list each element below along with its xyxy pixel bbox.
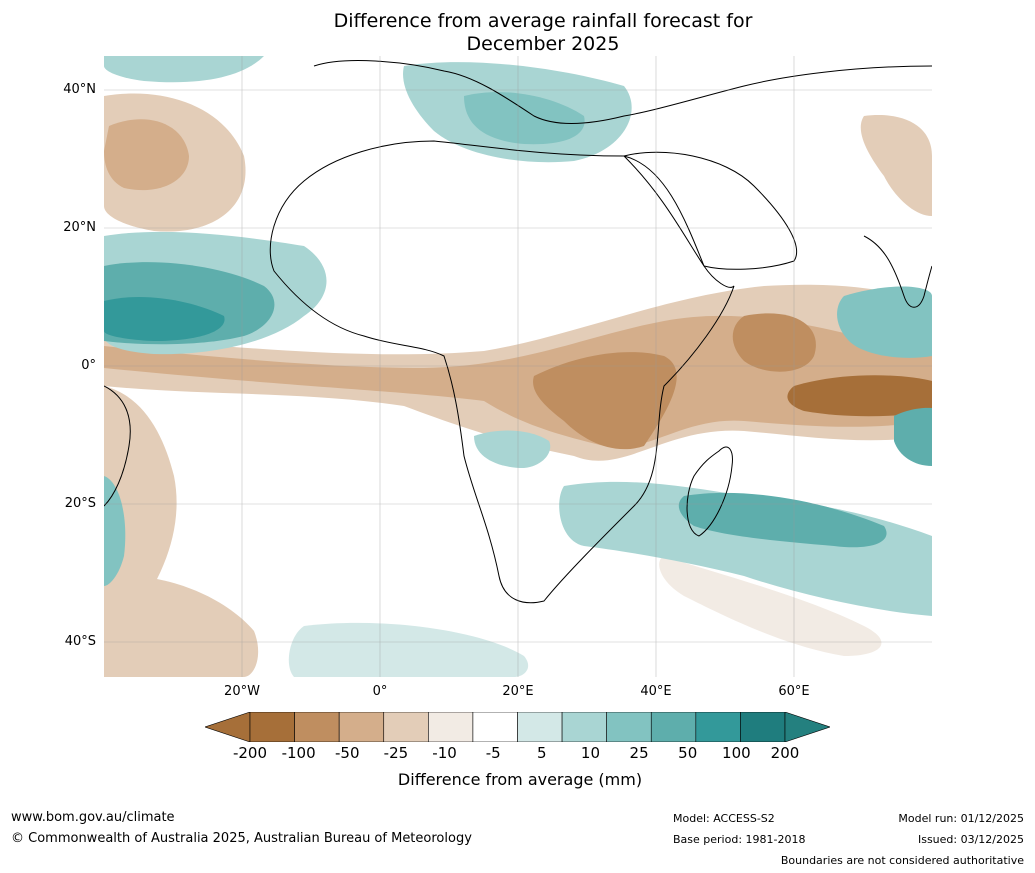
dry-southern-indian [659, 556, 882, 656]
colorbar-tick-label: 100 [722, 744, 751, 762]
dry-far-east-north [860, 115, 932, 216]
footer-model-run: Model run: 01/12/2025 [898, 812, 1024, 825]
map-svg [104, 56, 932, 677]
madagascar-coastline [686, 446, 733, 537]
lat-label-20s: 20°S [64, 496, 96, 511]
colorbar-bin [294, 711, 340, 743]
lon-label-0: 0° [372, 684, 388, 699]
graticule [104, 56, 932, 677]
colorbar-bin [561, 711, 607, 743]
footer-disclaimer: Boundaries are not considered authoritat… [780, 854, 1024, 867]
colorbar-bin [740, 711, 786, 743]
map-title: Difference from average rainfall forecas… [240, 10, 846, 56]
lon-label-60e: 60°E [778, 684, 810, 699]
footer-base-period: Base period: 1981-2018 [673, 833, 806, 846]
wet-congo-basin [474, 430, 551, 468]
wet-southwest-atlantic [104, 476, 126, 586]
lat-label-0: 0° [81, 358, 96, 373]
colorbar-tick-label: -100 [281, 744, 316, 762]
colorbar-bin [695, 711, 741, 743]
colorbar-svg [204, 711, 831, 743]
south-america-coastline [104, 385, 131, 507]
colorbar-bins [249, 711, 786, 743]
wet-tropical-atlantic-core [104, 296, 225, 341]
colorbar-bin [472, 711, 518, 743]
land-outlines [104, 60, 932, 604]
colorbar-tick-label: 50 [678, 744, 698, 762]
colorbar-over-arrow [784, 711, 831, 743]
colorbar-bin [428, 711, 474, 743]
colorbar-tick-label: -50 [335, 744, 360, 762]
footer-copyright: © Commonwealth of Australia 2025, Austra… [11, 831, 472, 846]
dry-indian-ocean-peak [787, 375, 932, 417]
dry-south-atlantic-deep [104, 575, 259, 677]
lat-label-40s: 40°S [64, 634, 96, 649]
wet-madagascar-core [678, 492, 887, 548]
europe-coastline [313, 60, 932, 124]
footer-website[interactable]: www.bom.gov.au/climate [11, 810, 175, 825]
colorbar-tick-label: 200 [770, 744, 800, 762]
dry-north-atlantic-core [104, 119, 189, 191]
colorbar [204, 711, 831, 743]
lat-label-20n: 20°N [63, 220, 96, 235]
colorbar-tick-label: -5 [485, 744, 501, 762]
map-title-line1: Difference from average rainfall forecas… [333, 10, 753, 32]
colorbar-bin [338, 711, 385, 743]
dry-indian-ocean-core [732, 313, 816, 372]
colorbar-tick-label: -10 [432, 744, 457, 762]
colorbar-title: Difference from average (mm) [397, 770, 643, 789]
map-title-line2: December 2025 [466, 33, 620, 55]
colorbar-tick-label: 25 [629, 744, 649, 762]
wet-north-atlantic-edge [104, 56, 264, 83]
wet-anomaly-regions [104, 56, 932, 677]
lon-label-20w: 20°W [224, 684, 260, 699]
colorbar-bin [650, 711, 697, 743]
wet-southeast-indian [894, 407, 932, 466]
wet-southern-ocean [288, 622, 529, 677]
colorbar-tick-label: -25 [383, 744, 409, 762]
dry-east-africa-core [533, 352, 677, 450]
india-coastline [863, 235, 932, 308]
colorbar-tick-label: 5 [537, 744, 547, 762]
rainfall-anomaly-map [104, 56, 932, 677]
colorbar-bin [517, 711, 563, 743]
colorbar-tick-label: 10 [580, 744, 600, 762]
wet-mediterranean-core [464, 92, 585, 145]
africa-coastline [269, 140, 735, 604]
lat-label-40n: 40°N [63, 82, 96, 97]
colorbar-tick-label: -200 [232, 744, 268, 762]
colorbar-under-arrow [204, 711, 251, 743]
footer-issued: Issued: 03/12/2025 [917, 833, 1024, 846]
lon-label-40e: 40°E [640, 684, 672, 699]
colorbar-bin [606, 711, 652, 743]
colorbar-bin [383, 711, 429, 743]
colorbar-bin [249, 711, 295, 743]
footer-model: Model: ACCESS-S2 [673, 812, 775, 825]
lon-label-20e: 20°E [502, 684, 534, 699]
